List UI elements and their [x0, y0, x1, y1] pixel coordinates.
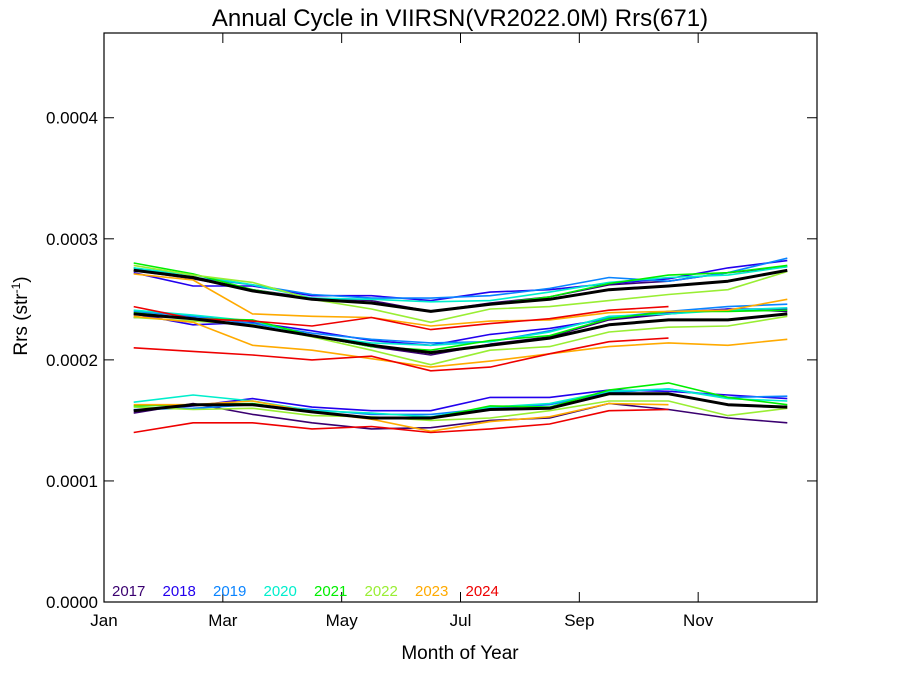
legend-entry-2020: 2020 — [264, 583, 297, 600]
series-mean — [133, 268, 788, 420]
y-axis-label-superscript: -1 — [9, 282, 23, 293]
y-tick-label: 0.0000 — [46, 593, 98, 612]
series-lines — [133, 257, 788, 434]
chart-title: Annual Cycle in VIIRSN(VR2022.0M) Rrs(67… — [212, 5, 708, 32]
x-tick-label: Sep — [564, 611, 594, 630]
2024-line-2 — [133, 337, 669, 372]
2020-line-1 — [133, 265, 788, 303]
legend: 2017 2018 2019 2020 2021 2022 2023 2024 — [112, 583, 499, 600]
2017-line-1 — [133, 265, 788, 313]
y-axis-label-close: ) — [11, 276, 32, 282]
2023-line-2 — [133, 315, 788, 368]
y-tick-label: 0.0004 — [46, 109, 98, 128]
x-tick-label: May — [326, 611, 359, 630]
axis-ticks: Jan Mar May Jul Sep Nov 0.0000 0.0001 0.0002 0.00… — [46, 33, 817, 630]
2023-line-3 — [133, 400, 669, 433]
2022-line-3 — [133, 400, 788, 422]
2024-line-1 — [133, 305, 669, 331]
2017-line-3 — [133, 402, 788, 430]
x-tick-label: Jul — [450, 611, 472, 630]
x-axis-label: Month of Year — [401, 643, 519, 664]
series-2023 — [133, 273, 788, 433]
2023-line-1 — [133, 273, 788, 327]
y-axis-label-main: Rrs (str — [11, 293, 32, 356]
y-tick-label: 0.0003 — [46, 230, 98, 249]
series-2024 — [133, 305, 669, 434]
y-axis-label: Rrs (str-1) — [9, 276, 32, 355]
2024-line-3 — [133, 408, 669, 434]
legend-entry-2018: 2018 — [163, 583, 196, 600]
legend-entry-2022: 2022 — [365, 583, 398, 600]
legend-entry-2019: 2019 — [213, 583, 246, 600]
mean-line-2 — [133, 312, 788, 355]
y-tick-label: 0.0002 — [46, 351, 98, 370]
2018-line-3 — [133, 389, 788, 412]
mean-line-1 — [133, 268, 788, 313]
x-tick-label: Nov — [683, 611, 714, 630]
legend-entry-2017: 2017 — [112, 583, 145, 600]
x-tick-label: Mar — [208, 611, 238, 630]
legend-entry-2023: 2023 — [415, 583, 448, 600]
2022-line-1 — [133, 264, 788, 324]
mean-line-3 — [133, 392, 788, 420]
x-tick-label: Jan — [90, 611, 117, 630]
legend-entry-2021: 2021 — [314, 583, 347, 600]
legend-entry-2024: 2024 — [466, 583, 499, 600]
y-tick-label: 0.0001 — [46, 472, 98, 491]
